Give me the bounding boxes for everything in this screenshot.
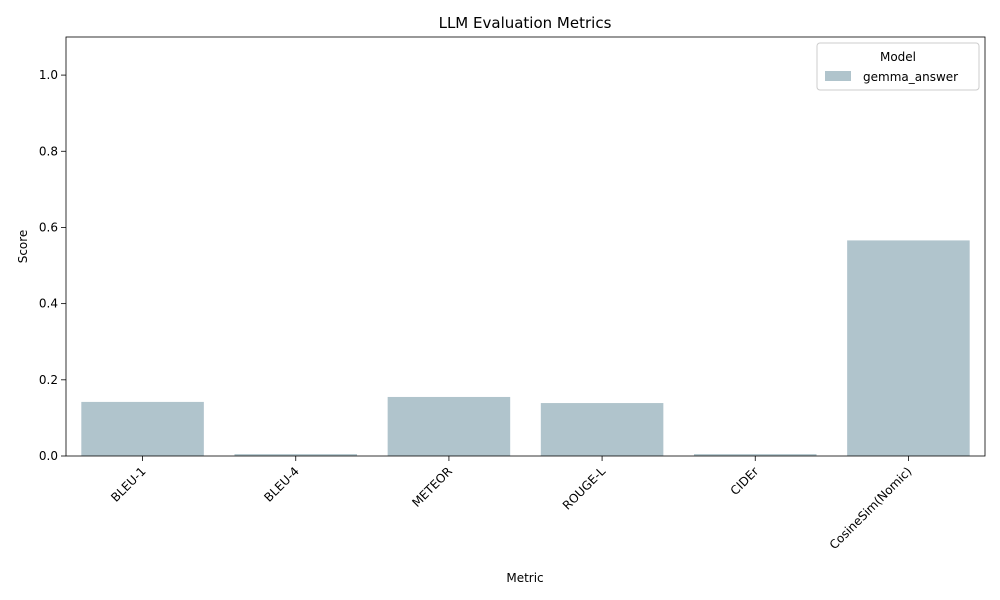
y-tick-label: 0.6 [39, 220, 58, 234]
bar-cosinesim-nomic [847, 240, 970, 456]
x-tick-label: ROUGE-L [560, 464, 609, 513]
bar-meteor [387, 396, 511, 456]
legend-title: Model [880, 50, 916, 64]
x-axis: BLEU-1 BLEU-4 METEOR ROUGE-L CIDEr CosineSim(… [108, 456, 915, 552]
x-tick-label: CosineSim(Nomic) [827, 464, 915, 552]
legend-frame [816, 42, 980, 91]
bar-cider [693, 454, 817, 456]
legend: Model gemma_answer [816, 42, 980, 91]
legend-swatch [825, 71, 851, 81]
y-tick-label: 0.8 [39, 144, 58, 158]
x-tick-label: METEOR [409, 464, 455, 510]
y-tick-label: 0.0 [39, 449, 58, 463]
y-axis-label: Score [16, 230, 30, 264]
chart-title: LLM Evaluation Metrics [439, 14, 612, 32]
x-tick-label: BLEU-1 [108, 464, 148, 504]
y-axis: 0.0 0.2 0.4 0.6 0.8 1.0 [39, 68, 66, 463]
y-tick-label: 0.4 [39, 297, 58, 311]
bar-rouge-l [540, 403, 664, 456]
bar-bleu-4 [234, 454, 358, 456]
x-tick-label: CIDEr [728, 464, 762, 498]
y-tick-label: 0.2 [39, 373, 58, 387]
y-tick-label: 1.0 [39, 68, 58, 82]
x-axis-label: Metric [506, 571, 543, 585]
plot-frame [65, 36, 986, 457]
legend-label: gemma_answer [863, 70, 958, 84]
bar-bleu-1 [81, 401, 204, 456]
bars [81, 240, 970, 456]
x-tick-label: BLEU-4 [261, 464, 301, 504]
